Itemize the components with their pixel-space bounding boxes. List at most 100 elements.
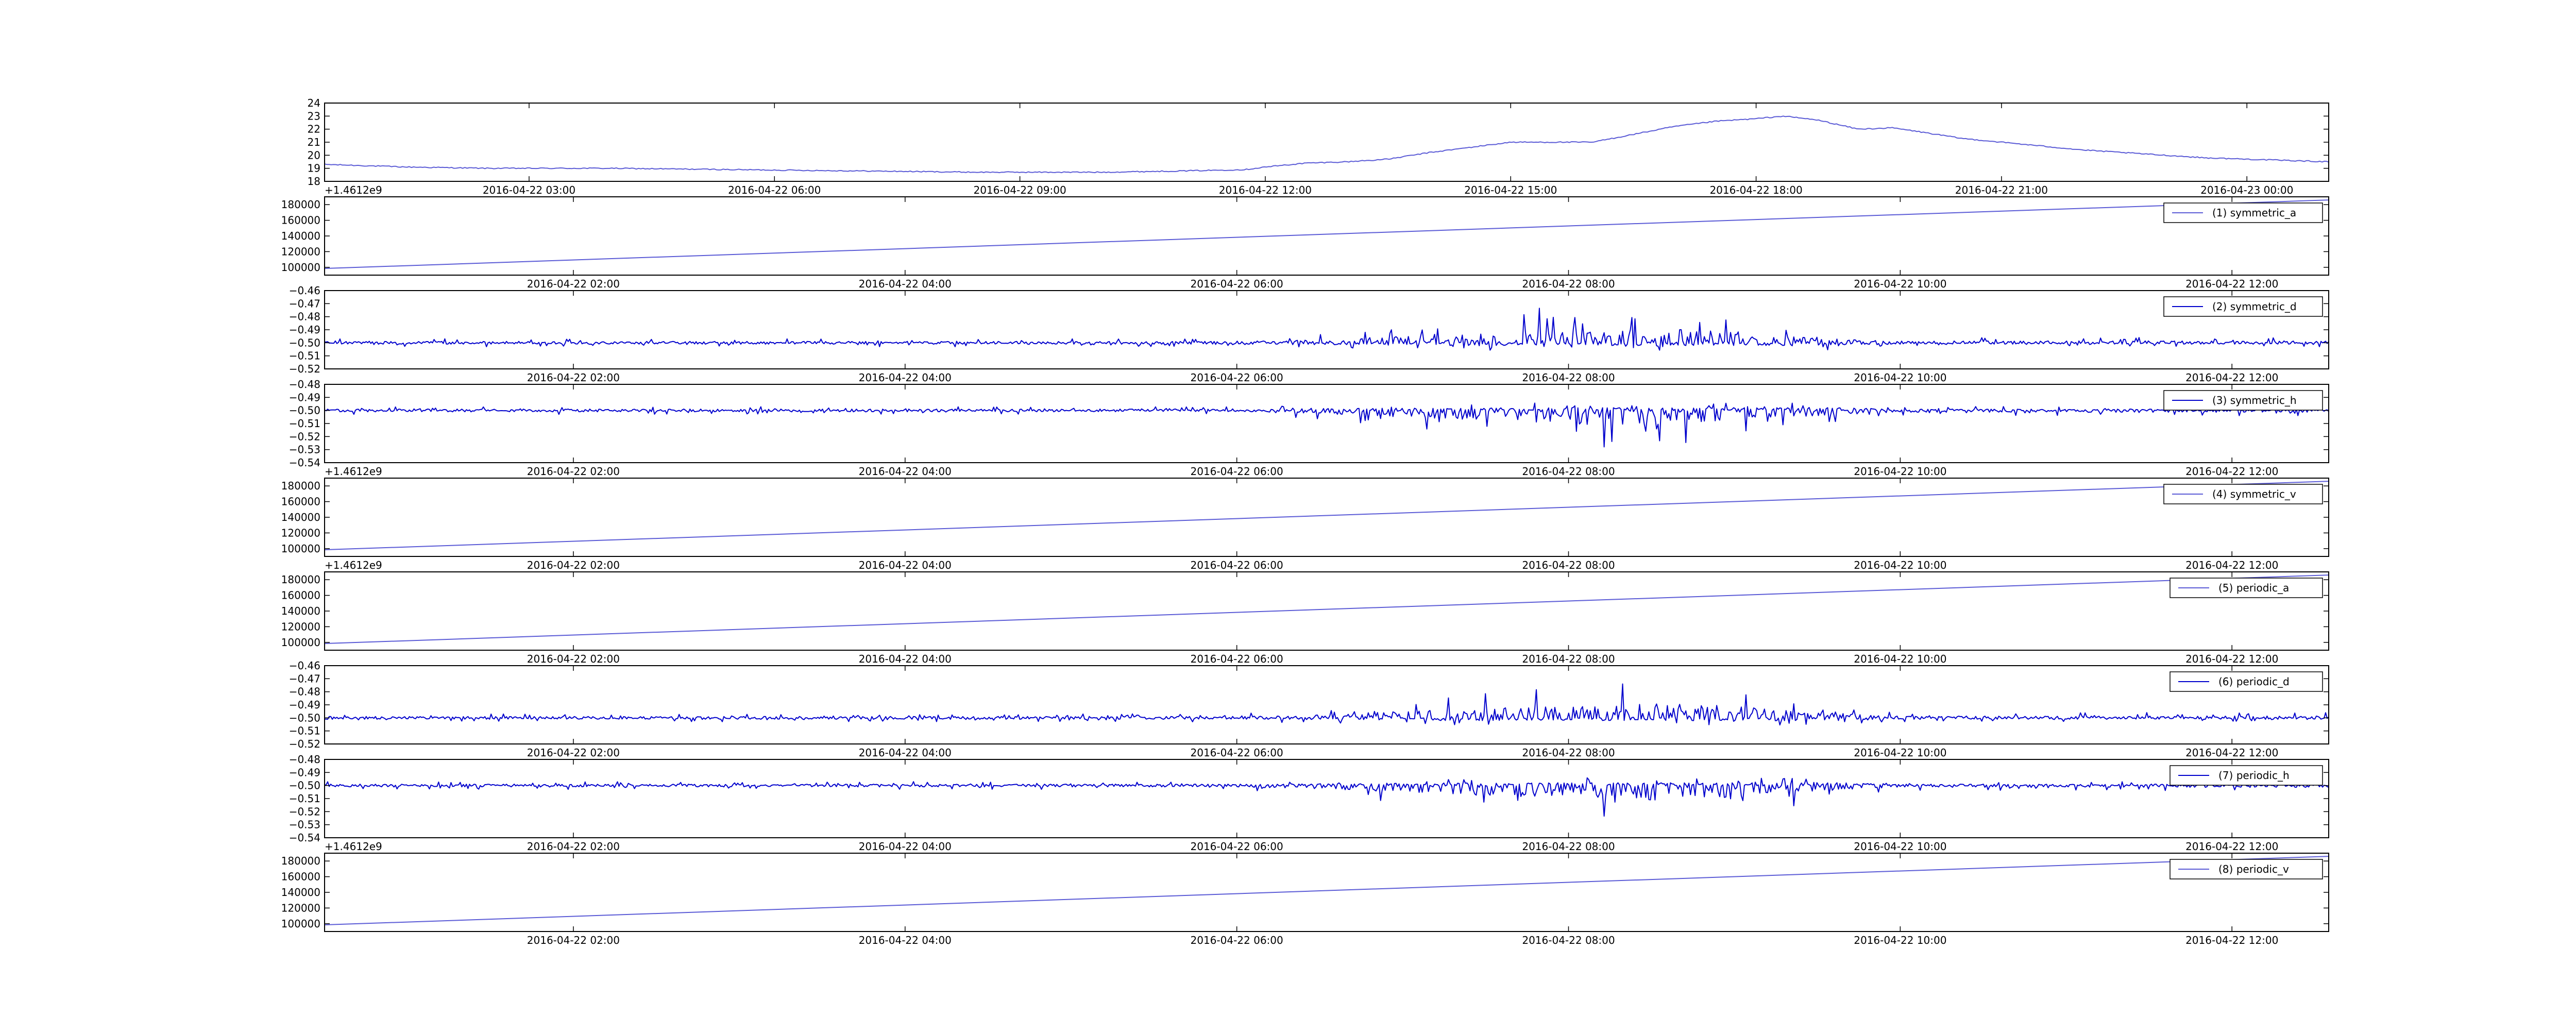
legend-label: (2) symmetric_d: [2212, 300, 2297, 313]
x-offset-label: +1.4612e9: [325, 184, 382, 196]
y-tick-label: 160000: [281, 871, 320, 883]
x-tick-label: 2016-04-22 02:00: [527, 653, 620, 665]
y-tick-label: −0.48: [289, 686, 320, 698]
y-tick-label: 100000: [281, 918, 320, 930]
y-tick-label: −0.46: [289, 659, 320, 672]
y-tick-label: 180000: [281, 855, 320, 867]
x-tick-label: 2016-04-22 02:00: [527, 840, 620, 853]
y-tick-label: 180000: [281, 198, 320, 211]
series-line-6-1: [324, 574, 2329, 645]
y-tick-label: −0.50: [289, 712, 320, 724]
x-tick-label: 2016-04-22 10:00: [1854, 465, 1946, 478]
y-tick-label: −0.52: [289, 805, 320, 818]
x-tick-label: 2016-04-22 21:00: [1955, 184, 2048, 196]
x-tick-label: 2016-04-22 04:00: [859, 747, 952, 759]
y-tick-label: −0.51: [289, 725, 320, 737]
legend-label: (1) symmetric_a: [2212, 207, 2296, 219]
x-tick-label: 2016-04-22 02:00: [527, 747, 620, 759]
x-tick-label: 2016-04-22 12:00: [2185, 559, 2278, 571]
x-tick-label: 2016-04-22 06:00: [728, 184, 821, 196]
x-tick-label: 2016-04-22 10:00: [1854, 371, 1946, 384]
axes-frame: [324, 290, 2329, 369]
y-tick-label: −0.54: [289, 456, 320, 469]
x-tick-label: 2016-04-22 02:00: [527, 278, 620, 290]
legend: (7) periodic_h: [2170, 765, 2323, 786]
x-tick-label: 2016-04-22 10:00: [1854, 747, 1946, 759]
x-tick-label: 2016-04-22 04:00: [859, 934, 952, 946]
x-tick-label: 2016-04-22 10:00: [1854, 559, 1946, 571]
x-tick-label: 2016-04-22 12:00: [2185, 278, 2278, 290]
y-tick-label: −0.48: [289, 311, 320, 323]
x-tick-label: 2016-04-22 03:00: [483, 184, 575, 196]
axes-frame: [324, 196, 2329, 276]
panel-2: 100000 120000 140000 160000 180000 2016-04-22…: [281, 196, 2329, 290]
y-tick-label: 100000: [281, 636, 320, 649]
x-tick-label: 2016-04-22 08:00: [1522, 559, 1615, 571]
y-tick-label: −0.53: [289, 819, 320, 831]
x-tick-label: 2016-04-22 08:00: [1522, 465, 1615, 478]
y-tick-label: −0.47: [289, 297, 320, 310]
x-tick-label: 2016-04-22 04:00: [859, 465, 952, 478]
y-tick-label: −0.49: [289, 391, 320, 403]
x-tick-label: 2016-04-22 06:00: [1191, 653, 1283, 665]
y-tick-label: 22: [308, 123, 320, 136]
y-tick-label: 140000: [281, 605, 320, 617]
x-tick-label: 2016-04-22 10:00: [1854, 840, 1946, 853]
panel-6: 100000 120000 140000 160000 180000 2016-04-22…: [281, 571, 2329, 665]
legend: (1) symmetric_a: [2163, 202, 2323, 223]
axes-frame: [324, 759, 2329, 838]
y-tick-label: −0.51: [289, 417, 320, 430]
y-tick-label: −0.46: [289, 284, 320, 297]
x-tick-label: 2016-04-22 06:00: [1191, 840, 1283, 853]
x-tick-label: 2016-04-22 04:00: [859, 559, 952, 571]
y-tick-label: 120000: [281, 527, 320, 539]
y-tick-label: 120000: [281, 902, 320, 914]
x-tick-label: 2016-04-22 12:00: [2185, 747, 2278, 759]
y-tick-label: 24: [308, 97, 320, 109]
y-tick-label: 21: [308, 136, 320, 148]
panel-7: −0.52−0.51−0.50−0.49−0.48−0.47−0.46 2016-…: [289, 659, 2329, 759]
series-line-9-1: [324, 856, 2329, 926]
x-tick-label: 2016-04-22 15:00: [1464, 184, 1557, 196]
y-tick-label: 19: [308, 162, 320, 175]
legend: (4) symmetric_v: [2163, 484, 2323, 504]
legend-label: (5) periodic_a: [2218, 582, 2289, 594]
y-tick-label: −0.50: [289, 336, 320, 349]
x-tick-label: 2016-04-22 08:00: [1522, 840, 1615, 853]
x-tick-label: 2016-04-22 12:00: [2185, 465, 2278, 478]
x-tick-label: 2016-04-22 06:00: [1191, 559, 1283, 571]
y-tick-label: 120000: [281, 620, 320, 633]
legend: (5) periodic_a: [2170, 578, 2323, 598]
legend: (6) periodic_d: [2170, 671, 2323, 692]
y-tick-label: 18: [308, 175, 320, 188]
series-line-8-1: [324, 777, 2329, 817]
legend-label: (8) periodic_v: [2218, 863, 2289, 875]
axes-frame: [324, 853, 2329, 932]
panel-9: 100000 120000 140000 160000 180000 2016-04-22…: [281, 853, 2329, 946]
legend-label: (7) periodic_h: [2218, 769, 2290, 782]
legend: (8) periodic_v: [2170, 859, 2323, 879]
y-tick-label: −0.48: [289, 753, 320, 766]
y-tick-label: −0.50: [289, 780, 320, 792]
x-tick-label: 2016-04-22 06:00: [1191, 934, 1283, 946]
x-tick-label: 2016-04-23 00:00: [2200, 184, 2293, 196]
series-line-1-1: [324, 115, 2329, 174]
x-tick-label: 2016-04-22 08:00: [1522, 653, 1615, 665]
legend-label: (3) symmetric_h: [2212, 394, 2297, 407]
x-tick-label: 2016-04-22 04:00: [859, 840, 952, 853]
series-line-5-1: [324, 481, 2329, 551]
y-tick-label: −0.49: [289, 766, 320, 778]
y-tick-label: 100000: [281, 261, 320, 274]
y-tick-label: −0.49: [289, 699, 320, 711]
y-tick-label: 100000: [281, 543, 320, 555]
series-line-4-1: [324, 402, 2329, 448]
x-tick-label: 2016-04-22 09:00: [973, 184, 1066, 196]
x-offset-label: +1.4612e9: [325, 559, 382, 571]
axes-frame: [324, 478, 2329, 557]
x-tick-label: 2016-04-22 02:00: [527, 934, 620, 946]
y-tick-label: −0.49: [289, 324, 320, 336]
series-line-7-1: [324, 683, 2329, 726]
x-tick-label: 2016-04-22 08:00: [1522, 278, 1615, 290]
y-tick-label: 140000: [281, 230, 320, 242]
